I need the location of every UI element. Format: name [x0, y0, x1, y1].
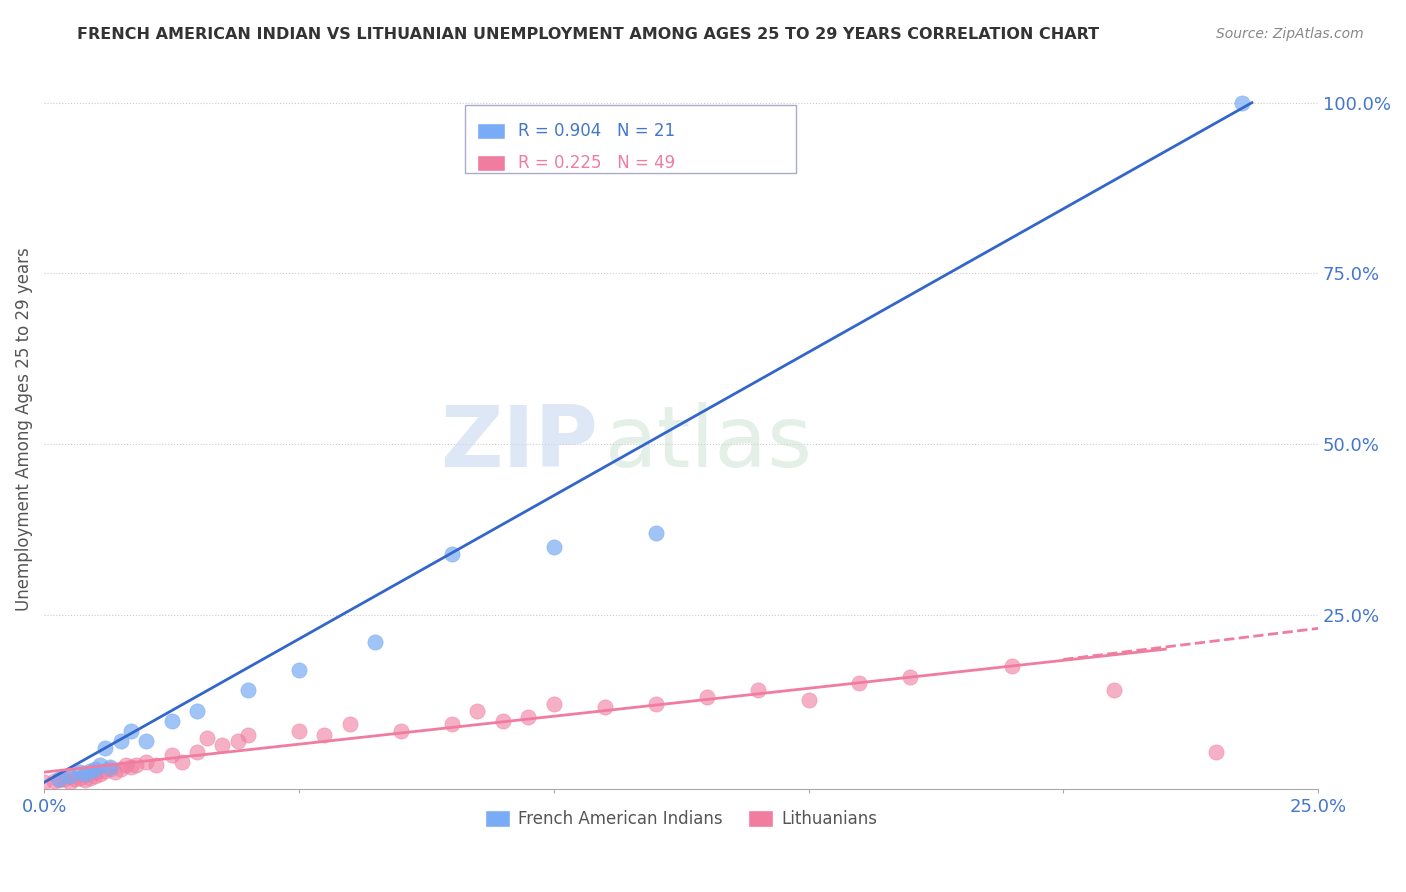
Point — [1104, 683, 1126, 698]
Point — [211, 738, 233, 752]
Point — [110, 762, 132, 776]
Point — [696, 690, 718, 704]
Point — [160, 714, 183, 728]
Point — [465, 704, 488, 718]
Point — [58, 768, 80, 782]
Point — [145, 758, 167, 772]
Point — [644, 526, 666, 541]
Text: R = 0.225   N = 49: R = 0.225 N = 49 — [517, 153, 675, 172]
FancyBboxPatch shape — [477, 122, 505, 138]
Point — [110, 734, 132, 748]
Text: atlas: atlas — [605, 401, 813, 484]
Point — [1205, 745, 1227, 759]
Point — [94, 741, 117, 756]
Point — [186, 745, 208, 759]
Point — [114, 758, 136, 772]
Point — [84, 768, 107, 782]
Point — [125, 758, 148, 772]
Point — [120, 724, 142, 739]
Point — [389, 724, 412, 739]
Point — [44, 774, 66, 789]
Point — [440, 717, 463, 731]
Text: Source: ZipAtlas.com: Source: ZipAtlas.com — [1216, 27, 1364, 41]
Point — [900, 669, 922, 683]
Point — [84, 765, 107, 780]
Point — [364, 635, 387, 649]
Point — [104, 765, 127, 780]
Point — [94, 764, 117, 778]
Point — [79, 764, 101, 778]
Point — [160, 747, 183, 762]
Point — [69, 771, 91, 785]
Point — [79, 771, 101, 785]
Text: ZIP: ZIP — [440, 401, 599, 484]
Point — [63, 772, 86, 786]
Point — [1230, 95, 1253, 110]
Y-axis label: Unemployment Among Ages 25 to 29 years: Unemployment Among Ages 25 to 29 years — [15, 247, 32, 611]
Point — [32, 775, 55, 789]
Point — [98, 760, 121, 774]
Text: FRENCH AMERICAN INDIAN VS LITHUANIAN UNEMPLOYMENT AMONG AGES 25 TO 29 YEARS CORR: FRENCH AMERICAN INDIAN VS LITHUANIAN UNE… — [77, 27, 1099, 42]
Point — [492, 714, 515, 728]
FancyBboxPatch shape — [477, 155, 505, 170]
Point — [98, 762, 121, 776]
Point — [69, 765, 91, 780]
Point — [226, 734, 249, 748]
Point — [89, 766, 111, 780]
Point — [48, 773, 70, 788]
Point — [440, 547, 463, 561]
Point — [73, 766, 96, 780]
Point — [288, 663, 311, 677]
Point — [236, 728, 259, 742]
Point — [53, 772, 76, 786]
Point — [644, 697, 666, 711]
Point — [747, 683, 769, 698]
FancyBboxPatch shape — [464, 104, 796, 173]
Point — [195, 731, 218, 745]
Point — [186, 704, 208, 718]
Point — [797, 693, 820, 707]
Point — [170, 755, 193, 769]
Point — [517, 710, 540, 724]
Point — [236, 683, 259, 698]
Point — [593, 700, 616, 714]
Point — [314, 728, 336, 742]
Legend: French American Indians, Lithuanians: French American Indians, Lithuanians — [478, 804, 884, 835]
Point — [135, 734, 157, 748]
Point — [288, 724, 311, 739]
Point — [543, 540, 565, 554]
Point — [58, 775, 80, 789]
Point — [84, 762, 107, 776]
Point — [543, 697, 565, 711]
Point — [73, 773, 96, 788]
Point — [848, 676, 870, 690]
Text: R = 0.904   N = 21: R = 0.904 N = 21 — [517, 121, 675, 139]
Point — [48, 772, 70, 786]
Point — [73, 766, 96, 780]
Point — [1001, 659, 1024, 673]
Point — [58, 768, 80, 782]
Point — [120, 760, 142, 774]
Point — [135, 755, 157, 769]
Point — [339, 717, 361, 731]
Point — [89, 758, 111, 772]
